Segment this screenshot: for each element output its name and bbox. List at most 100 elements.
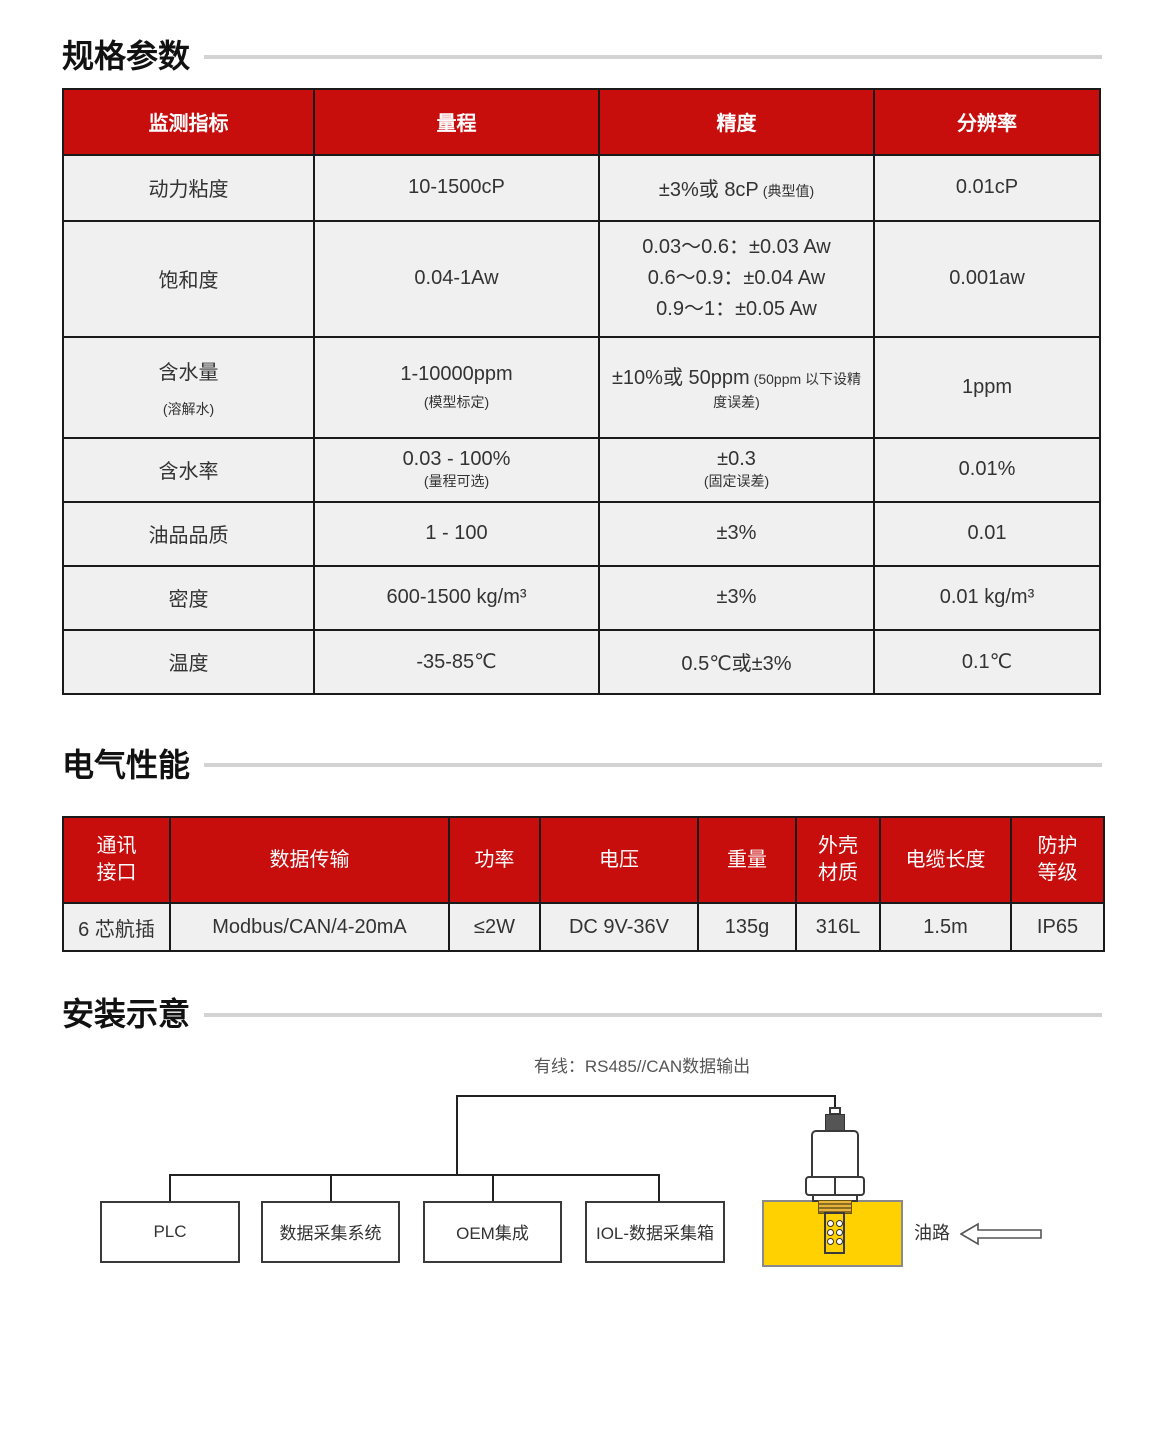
installation-title: 安装示意 [62, 996, 191, 1033]
range-value: 1-10000ppm [400, 362, 513, 385]
node-box-daq-system: 数据采集系统 [261, 1200, 400, 1263]
elec-col-protection-rating: 防护 等级 [1010, 816, 1105, 905]
resolution-cell: 0.01 kg/m³ [873, 564, 1101, 631]
elec-col-weight: 重量 [697, 816, 797, 905]
specs-title-rule [204, 54, 1102, 59]
electrical-value-row: 6 芯航插 Modbus/CAN/4-20mA ≤2W DC 9V-36V 13… [62, 902, 1105, 953]
wire-output-label: 有线：RS485//CAN数据输出 [533, 1056, 751, 1076]
accuracy-cell: ±3%或 8cP (典型值) [598, 153, 875, 222]
indicator-cell: 油品品质 [62, 500, 315, 567]
range-note: (模型标定) [423, 393, 490, 410]
sensor-cable-line [834, 1094, 836, 1117]
stub-line-oem [492, 1173, 494, 1202]
stub-line-iol [658, 1173, 660, 1202]
range-cell: 0.03 - 100% (量程可选) [313, 436, 600, 503]
indicator-note: (溶解水) [162, 400, 215, 417]
node-box-oem: OEM集成 [423, 1200, 562, 1263]
spec-col-resolution: 分辨率 [873, 87, 1101, 156]
indicator-cell: 含水量 (溶解水) [62, 335, 315, 439]
elec-col-power: 功率 [448, 816, 541, 905]
resolution-cell: 0.01 [873, 500, 1101, 567]
spec-row-temperature: 温度 -35-85℃ 0.5℃或±3% 0.1℃ [62, 628, 1101, 695]
accuracy-cell: 0.03～0.6：±0.03 Aw 0.6～0.9：±0.04 Aw 0.9～1… [598, 219, 875, 338]
specs-title: 规格参数 [62, 38, 191, 74]
spec-row-oil-quality: 油品品质 1 - 100 ±3% 0.01 [62, 500, 1101, 567]
spec-row-saturation: 饱和度 0.04-1Aw 0.03～0.6：±0.03 Aw 0.6～0.9：±… [62, 219, 1101, 338]
accuracy-value: ±10%或 50ppm [611, 367, 750, 390]
comm-interface-value: 6 芯航插 [62, 902, 171, 953]
flow-direction-arrow-icon [960, 1222, 1042, 1246]
range-cell: 0.04-1Aw [313, 219, 600, 338]
installation-title-rule [204, 1012, 1102, 1017]
accuracy-cell: ±3% [598, 500, 875, 567]
oil-path-label: 油路 [914, 1222, 950, 1243]
spec-col-indicator: 监测指标 [62, 87, 315, 156]
indicator-value: 含水量 [158, 361, 219, 384]
range-cell: 1-10000ppm (模型标定) [313, 335, 600, 439]
section-specs-header: 规格参数 [62, 36, 1102, 78]
node-box-iol: IOL-数据采集箱 [585, 1200, 725, 1263]
sensor-hex-nut-edge [834, 1177, 836, 1194]
range-cell: 10-1500cP [313, 153, 600, 222]
datasheet-page: 规格参数 监测指标 量程 精度 分辨率 动力粘度 10-1500cP ±3%或 … [62, 36, 1159, 1420]
accuracy-note: (50ppm 以下设精度误差) [713, 371, 862, 411]
indicator-cell: 动力粘度 [62, 153, 315, 222]
indicator-cell: 含水率 [62, 436, 315, 503]
accuracy-value: ±3%或 8cP [658, 179, 759, 202]
bus-horizontal-line [169, 1173, 660, 1176]
spec-row-water-rate: 含水率 0.03 - 100% (量程可选) ±0.3 (固定误差) 0.01% [62, 436, 1101, 503]
spec-header-row: 监测指标 量程 精度 分辨率 [62, 87, 1101, 156]
sensor-body [811, 1129, 859, 1178]
stub-line-daq [330, 1173, 332, 1202]
weight-value: 135g [697, 902, 797, 953]
voltage-value: DC 9V-36V [539, 902, 699, 953]
range-value: 0.03 - 100% [402, 448, 511, 471]
node-box-plc: PLC [100, 1200, 240, 1263]
spec-row-water-content: 含水量 (溶解水) 1-10000ppm (模型标定) ±10%或 50ppm(… [62, 335, 1101, 439]
elec-col-cable-length: 电缆长度 [879, 816, 1012, 905]
elec-col-data-transmission: 数据传输 [169, 816, 450, 905]
resolution-cell: 0.01cP [873, 153, 1101, 222]
elec-col-comm-interface: 通讯 接口 [62, 816, 171, 905]
indicator-cell: 温度 [62, 628, 315, 695]
accuracy-cell: ±0.3 (固定误差) [598, 436, 875, 503]
electrical-title-rule [204, 763, 1102, 768]
sensor-probe [824, 1211, 845, 1254]
resolution-cell: 0.01% [873, 436, 1101, 503]
probe-holes [826, 1220, 843, 1246]
top-wire-line [456, 1094, 836, 1097]
electrical-table: 通讯 接口 数据传输 功率 电压 重量 外壳 材质 电缆长度 防护 等级 6 芯… [62, 816, 1105, 953]
resolution-cell: 0.001aw [873, 219, 1101, 338]
accuracy-value: ±0.3 [717, 448, 756, 471]
accuracy-cell: 0.5℃或±3% [598, 628, 875, 695]
spec-col-range: 量程 [313, 87, 600, 156]
power-value: ≤2W [448, 902, 541, 953]
accuracy-cell: ±3% [598, 564, 875, 631]
indicator-cell: 饱和度 [62, 219, 315, 338]
range-note: (量程可选) [423, 473, 490, 490]
section-electrical-header: 电气性能 [62, 745, 1102, 787]
resolution-cell: 0.1℃ [873, 628, 1101, 695]
resolution-cell: 1ppm [873, 335, 1101, 439]
installation-diagram: 有线：RS485//CAN数据输出 PLC 数据采集系统 OEM集成 IOL-数… [62, 1050, 1159, 1420]
indicator-cell: 密度 [62, 564, 315, 631]
elec-col-voltage: 电压 [539, 816, 699, 905]
protection-rating-value: IP65 [1010, 902, 1105, 953]
spec-col-accuracy: 精度 [598, 87, 875, 156]
range-cell: 1 - 100 [313, 500, 600, 567]
housing-material-value: 316L [795, 902, 881, 953]
elec-col-housing-material: 外壳 材质 [795, 816, 881, 905]
section-installation-header: 安装示意 [62, 994, 1102, 1036]
data-transmission-value: Modbus/CAN/4-20mA [169, 902, 450, 953]
range-cell: 600-1500 kg/m³ [313, 564, 600, 631]
accuracy-note: (固定误差) [703, 473, 770, 490]
trunk-vertical-line [456, 1094, 458, 1176]
accuracy-cell: ±10%或 50ppm (50ppm 以下设精度误差) [598, 335, 875, 439]
cable-length-value: 1.5m [879, 902, 1012, 953]
accuracy-note: (典型值) [762, 183, 815, 200]
spec-table: 监测指标 量程 精度 分辨率 动力粘度 10-1500cP ±3%或 8cP (典… [62, 87, 1101, 695]
electrical-header-row: 通讯 接口 数据传输 功率 电压 重量 外壳 材质 电缆长度 防护 等级 [62, 816, 1105, 905]
spec-row-viscosity: 动力粘度 10-1500cP ±3%或 8cP (典型值) 0.01cP [62, 153, 1101, 222]
range-cell: -35-85℃ [313, 628, 600, 695]
electrical-title: 电气性能 [62, 746, 191, 783]
